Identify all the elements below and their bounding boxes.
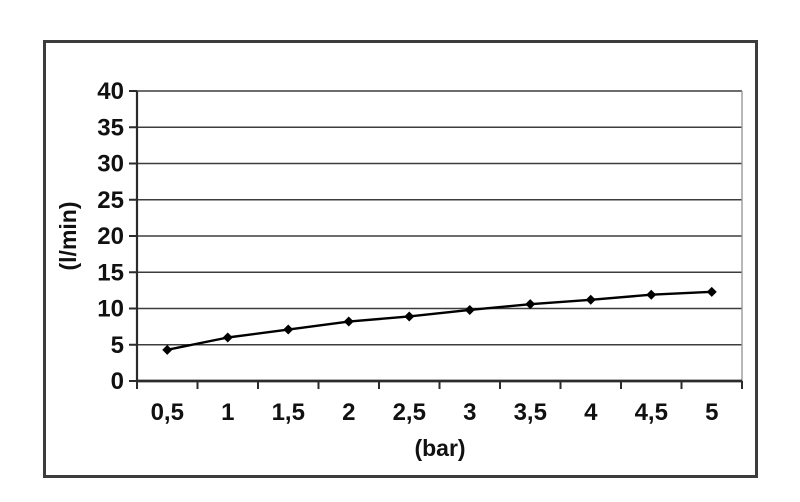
x-axis-tick-label: 3 (463, 399, 476, 426)
x-axis-tick-label: 4,5 (635, 399, 668, 426)
chart-frame (43, 40, 758, 478)
y-axis-title: (l/min) (55, 201, 81, 271)
y-axis-tick-label: 10 (97, 296, 124, 323)
x-axis-tick-label: 4 (584, 399, 598, 426)
data-point-marker (706, 286, 717, 297)
data-point-marker (525, 299, 536, 310)
data-point-marker (404, 311, 415, 322)
data-point-marker (343, 316, 354, 327)
data-point-marker (585, 294, 596, 305)
x-axis-title: (bar) (414, 435, 466, 461)
y-axis-tick-label: 20 (97, 223, 124, 250)
y-axis-tick-label: 35 (97, 114, 124, 141)
x-axis-tick-label: 3,5 (514, 399, 547, 426)
y-axis-tick-label: 30 (97, 151, 124, 178)
x-axis-tick-label: 2 (342, 399, 355, 426)
y-axis-tick-label: 25 (97, 187, 124, 214)
x-axis-tick-label: 2,5 (393, 399, 426, 426)
y-axis-tick-label: 40 (97, 78, 124, 105)
data-point-marker (283, 324, 294, 335)
data-point-marker (646, 289, 657, 300)
data-point-marker (464, 304, 475, 315)
x-axis-tick-label: 1 (221, 399, 234, 426)
data-point-marker (222, 332, 233, 343)
x-axis-tick-label: 1,5 (272, 399, 305, 426)
x-axis-tick-label: 5 (705, 399, 718, 426)
x-axis-tick-label: 0,5 (151, 399, 184, 426)
y-axis-tick-label: 0 (111, 368, 124, 395)
y-axis-tick-label: 15 (97, 259, 124, 286)
data-series-line (167, 290, 712, 352)
y-axis-tick-label: 5 (111, 332, 124, 359)
data-point-marker (162, 344, 173, 355)
